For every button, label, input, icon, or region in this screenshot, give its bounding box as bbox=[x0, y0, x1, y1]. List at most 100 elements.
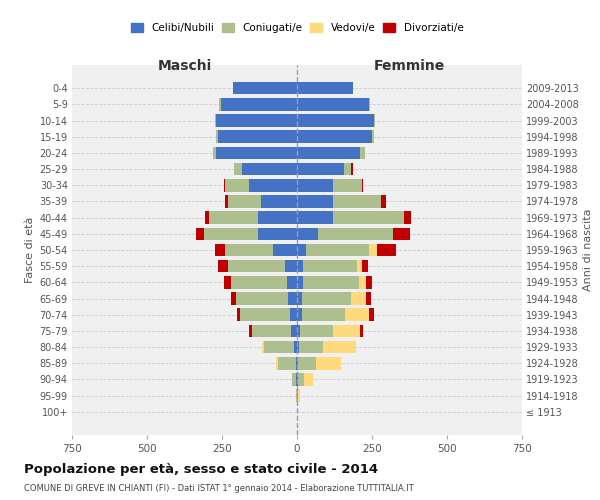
Bar bbox=[361, 260, 367, 272]
Bar bbox=[258, 228, 297, 240]
Bar bbox=[296, 373, 297, 386]
Bar bbox=[261, 195, 297, 208]
Bar bbox=[318, 228, 393, 240]
Bar bbox=[369, 244, 377, 256]
Bar bbox=[252, 324, 291, 337]
Bar bbox=[306, 244, 369, 256]
Bar bbox=[297, 260, 303, 272]
Bar bbox=[303, 276, 359, 288]
Bar bbox=[233, 82, 297, 94]
Bar bbox=[333, 179, 361, 192]
Bar bbox=[297, 179, 333, 192]
Bar bbox=[297, 373, 298, 386]
Bar bbox=[333, 195, 381, 208]
Bar bbox=[404, 212, 411, 224]
Text: COMUNE DI GREVE IN CHIANTI (FI) - Dati ISTAT 1° gennaio 2014 - Elaborazione TUTT: COMUNE DI GREVE IN CHIANTI (FI) - Dati I… bbox=[24, 484, 414, 493]
Bar bbox=[225, 195, 228, 208]
Bar bbox=[196, 228, 204, 240]
Bar bbox=[209, 212, 258, 224]
Bar bbox=[234, 163, 241, 175]
Bar bbox=[369, 98, 370, 110]
Bar bbox=[237, 308, 240, 321]
Bar bbox=[297, 130, 372, 143]
Bar bbox=[366, 276, 372, 288]
Bar bbox=[213, 146, 216, 159]
Bar bbox=[296, 357, 297, 370]
Bar bbox=[302, 308, 345, 321]
Bar bbox=[264, 341, 294, 353]
Bar bbox=[381, 195, 386, 208]
Bar bbox=[343, 163, 351, 175]
Bar bbox=[218, 130, 297, 143]
Bar bbox=[273, 244, 297, 256]
Bar bbox=[287, 276, 297, 288]
Bar bbox=[304, 373, 313, 386]
Bar bbox=[297, 195, 333, 208]
Bar bbox=[297, 228, 318, 240]
Y-axis label: Anni di nascita: Anni di nascita bbox=[583, 209, 593, 291]
Bar bbox=[303, 260, 357, 272]
Bar bbox=[377, 244, 396, 256]
Bar bbox=[235, 292, 288, 305]
Bar bbox=[221, 98, 297, 110]
Bar bbox=[360, 146, 365, 159]
Bar bbox=[225, 179, 249, 192]
Text: Popolazione per età, sesso e stato civile - 2014: Popolazione per età, sesso e stato civil… bbox=[24, 462, 378, 475]
Bar bbox=[297, 244, 306, 256]
Bar bbox=[297, 98, 369, 110]
Bar bbox=[297, 146, 360, 159]
Bar bbox=[297, 292, 302, 305]
Text: Femmine: Femmine bbox=[374, 59, 445, 73]
Bar bbox=[216, 114, 297, 127]
Bar bbox=[297, 163, 343, 175]
Bar bbox=[297, 324, 300, 337]
Bar bbox=[351, 163, 353, 175]
Bar bbox=[228, 260, 285, 272]
Bar bbox=[297, 357, 298, 370]
Bar bbox=[299, 341, 323, 353]
Bar bbox=[345, 308, 369, 321]
Bar bbox=[302, 292, 351, 305]
Bar bbox=[231, 292, 235, 305]
Bar bbox=[359, 276, 366, 288]
Bar bbox=[223, 179, 225, 192]
Bar bbox=[297, 308, 302, 321]
Bar bbox=[215, 244, 225, 256]
Bar bbox=[205, 212, 209, 224]
Bar bbox=[351, 292, 366, 305]
Bar bbox=[300, 324, 333, 337]
Bar bbox=[323, 341, 355, 353]
Bar bbox=[373, 114, 375, 127]
Bar bbox=[291, 324, 297, 337]
Bar bbox=[297, 114, 373, 127]
Bar bbox=[369, 308, 373, 321]
Bar bbox=[241, 163, 297, 175]
Bar bbox=[216, 130, 218, 143]
Bar bbox=[360, 324, 363, 337]
Bar bbox=[298, 357, 316, 370]
Bar bbox=[393, 228, 409, 240]
Bar bbox=[215, 114, 216, 127]
Text: Maschi: Maschi bbox=[157, 59, 212, 73]
Bar bbox=[298, 373, 304, 386]
Bar bbox=[366, 292, 371, 305]
Bar bbox=[361, 179, 363, 192]
Bar bbox=[288, 292, 297, 305]
Bar bbox=[225, 244, 273, 256]
Bar bbox=[216, 146, 297, 159]
Bar bbox=[297, 276, 303, 288]
Bar bbox=[297, 341, 299, 353]
Bar bbox=[298, 390, 300, 402]
Bar bbox=[285, 260, 297, 272]
Bar bbox=[297, 212, 333, 224]
Bar bbox=[297, 82, 353, 94]
Bar bbox=[357, 260, 361, 272]
Y-axis label: Fasce di età: Fasce di età bbox=[25, 217, 35, 283]
Bar bbox=[262, 341, 264, 353]
Bar bbox=[316, 357, 341, 370]
Bar bbox=[333, 324, 360, 337]
Bar bbox=[276, 357, 277, 370]
Bar bbox=[277, 357, 296, 370]
Bar bbox=[294, 341, 297, 353]
Bar bbox=[228, 195, 261, 208]
